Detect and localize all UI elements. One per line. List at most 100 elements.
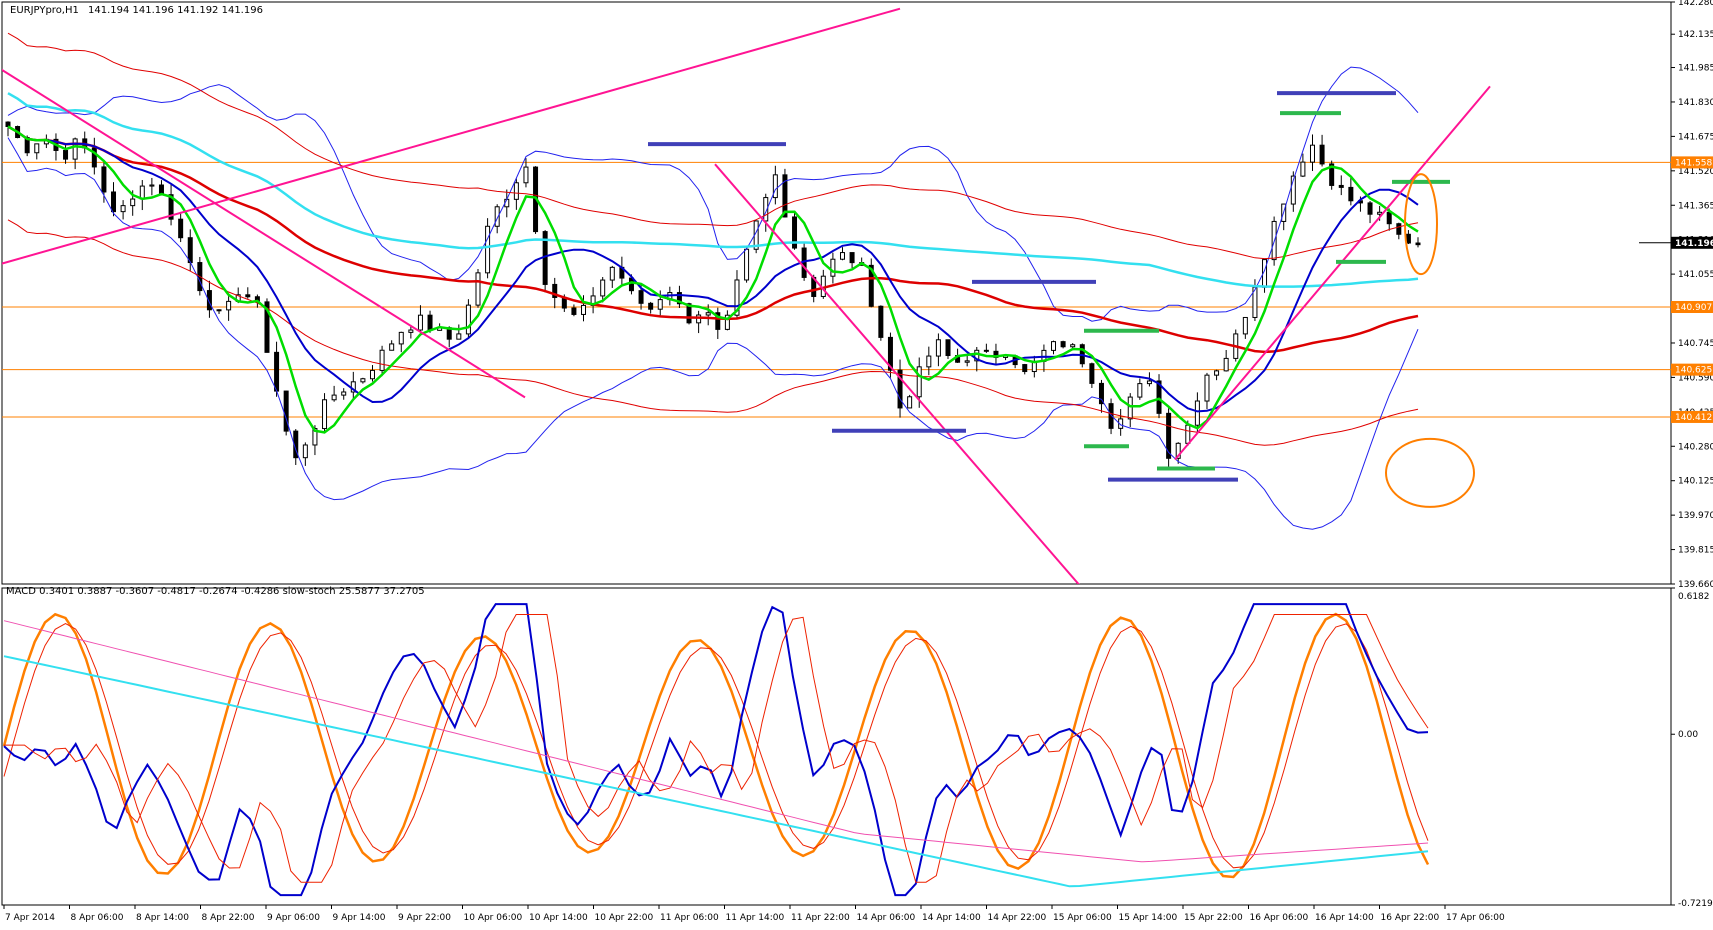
x-tick-label: 15 Apr 14:00	[1119, 913, 1178, 923]
ma-blue	[7, 125, 1419, 413]
candle-body	[734, 279, 740, 316]
x-tick-label: 8 Apr 14:00	[136, 913, 189, 923]
last-price-tag	[1671, 236, 1713, 249]
ma-cyan	[7, 92, 1419, 288]
stoch-signal	[3, 623, 1429, 869]
candle-body	[369, 369, 375, 380]
candle-body	[907, 396, 913, 409]
candle-body	[916, 366, 922, 398]
candle-body	[1396, 223, 1402, 235]
y-tick-label: 141.675	[1678, 132, 1713, 142]
candle-body	[427, 314, 433, 331]
candle-body	[1127, 396, 1133, 420]
candle-body	[964, 360, 970, 363]
y-tick-label: 139.970	[1678, 511, 1713, 521]
candle-body	[715, 312, 721, 330]
candle-body	[130, 198, 136, 207]
candle-body	[1146, 380, 1152, 385]
x-tick-label: 16 Apr 14:00	[1315, 913, 1374, 923]
candle-body	[34, 143, 40, 154]
candle-body	[1108, 403, 1114, 429]
ma-green	[7, 125, 1419, 434]
bollinger-lower	[7, 137, 1419, 530]
x-tick-label: 14 Apr 22:00	[988, 913, 1047, 923]
y-tick-label: 141.985	[1678, 64, 1713, 74]
x-tick-label: 8 Apr 06:00	[71, 913, 124, 923]
candle-body	[274, 351, 280, 392]
candle-body	[1137, 383, 1143, 398]
cyan-line	[3, 655, 1429, 888]
x-tick-label: 9 Apr 22:00	[398, 913, 451, 923]
x-tick-label: 11 Apr 06:00	[660, 913, 719, 923]
candle-body	[1060, 341, 1066, 348]
level-price-tag	[1671, 156, 1713, 169]
candle-body	[648, 302, 654, 310]
candle-body	[1415, 242, 1421, 246]
candle-body	[571, 307, 577, 315]
candle-body	[744, 248, 750, 281]
candle-body	[1377, 211, 1383, 215]
candle-body	[724, 314, 730, 330]
level-price-label: 140.907	[1675, 303, 1712, 313]
y-tick-label: 140.590	[1678, 373, 1713, 383]
candle-body	[609, 266, 615, 281]
candle-body	[1166, 412, 1172, 459]
candle-body	[178, 218, 184, 239]
candle-body	[283, 390, 289, 432]
bollinger-upper	[7, 66, 1419, 322]
candle-body	[168, 194, 174, 220]
candle-body	[878, 305, 884, 338]
x-tick-label: 17 Apr 06:00	[1446, 913, 1505, 923]
level-price-label: 140.412	[1675, 413, 1712, 423]
candle-body	[456, 333, 462, 340]
x-tick-label: 9 Apr 14:00	[333, 913, 386, 923]
candle-body	[120, 205, 126, 213]
x-tick-label: 16 Apr 06:00	[1250, 913, 1309, 923]
candle-body	[360, 378, 366, 383]
x-tick-label: 14 Apr 06:00	[857, 913, 916, 923]
indicator-tick-label: 0.00	[1678, 730, 1698, 740]
candle-body	[475, 272, 481, 306]
candle-body	[1329, 163, 1335, 186]
candle-body	[628, 277, 634, 292]
candle-body	[1118, 418, 1124, 429]
ohlc-label: 141.194 141.196 141.192 141.196	[88, 5, 263, 16]
candle-body	[1290, 175, 1296, 205]
highlight-ellipse	[1404, 173, 1438, 276]
highlight-ellipse	[1385, 437, 1475, 508]
candle-body	[5, 121, 11, 128]
x-tick-label: 14 Apr 14:00	[922, 913, 981, 923]
y-tick-label: 141.365	[1678, 201, 1713, 211]
symbol-label: EURJPYpro,H1	[10, 5, 79, 16]
y-tick-label: 142.280	[1678, 0, 1713, 8]
candle-body	[523, 166, 529, 184]
candle-body	[216, 309, 222, 312]
candle-body	[935, 339, 941, 357]
ma-red	[7, 125, 1419, 354]
candle-body	[245, 294, 251, 298]
level-price-label: 141.558	[1675, 158, 1712, 168]
candle-body	[792, 216, 798, 249]
x-tick-label: 16 Apr 22:00	[1381, 913, 1440, 923]
candle-body	[389, 343, 395, 351]
indicator-tick-label: 0.6182	[1678, 592, 1710, 602]
candle-body	[1309, 144, 1315, 163]
candle-body	[101, 166, 107, 193]
candle-body	[1367, 202, 1373, 215]
y-tick-label: 140.125	[1678, 477, 1713, 487]
candle-body	[839, 252, 845, 260]
candle-body	[1051, 341, 1057, 351]
candle-body	[302, 444, 308, 459]
trend-line	[1174, 85, 1491, 461]
candle-body	[206, 290, 212, 311]
candle-body	[705, 312, 711, 316]
candle-body	[1214, 370, 1220, 376]
candle-body	[696, 314, 702, 324]
x-tick-label: 11 Apr 14:00	[726, 913, 785, 923]
candle-body	[1386, 211, 1392, 225]
x-tick-label: 10 Apr 22:00	[595, 913, 654, 923]
candle-body	[772, 174, 778, 199]
y-tick-label: 140.280	[1678, 442, 1713, 452]
candle-body	[149, 184, 155, 187]
